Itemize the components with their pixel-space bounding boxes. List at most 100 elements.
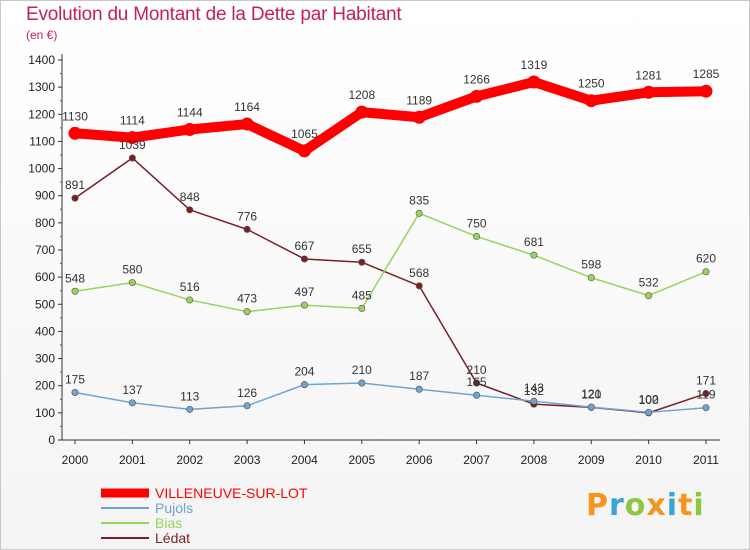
data-point <box>125 131 139 145</box>
data-label: 598 <box>581 258 601 272</box>
legend-label-0: VILLENEUVE-SUR-LOT <box>155 485 308 501</box>
data-label: 204 <box>294 365 314 379</box>
data-label: 120 <box>581 387 601 401</box>
data-point <box>358 304 366 312</box>
data-label: 1319 <box>521 58 548 72</box>
x-tick-label: 2006 <box>406 453 433 467</box>
data-point <box>415 282 423 290</box>
data-label: 132 <box>524 384 544 398</box>
data-point <box>587 403 595 411</box>
data-label: 1164 <box>234 100 260 114</box>
data-label: 1208 <box>348 88 375 102</box>
y-tick-label: 1100 <box>29 134 55 148</box>
data-label: 187 <box>409 369 429 383</box>
data-label: 891 <box>65 178 85 192</box>
y-tick-label: 0 <box>48 433 55 447</box>
legend-label-2: Bias <box>155 515 182 531</box>
data-label: 1285 <box>693 67 720 81</box>
data-label: 485 <box>352 288 372 302</box>
y-tick-label: 800 <box>35 216 55 230</box>
data-point <box>530 397 538 405</box>
y-tick-label: 600 <box>35 270 55 284</box>
data-label: 835 <box>409 193 429 207</box>
data-point <box>702 268 710 276</box>
x-tick-label: 2005 <box>348 453 375 467</box>
data-label: 750 <box>467 216 487 230</box>
data-point <box>186 206 194 214</box>
data-label: 1039 <box>119 138 146 152</box>
data-point <box>300 255 308 263</box>
chart-subtitle: (en €) <box>26 28 58 42</box>
y-tick-label: 500 <box>35 297 55 311</box>
data-point <box>699 84 713 98</box>
data-point <box>412 110 426 124</box>
series-layer <box>68 75 713 417</box>
data-point <box>300 381 308 389</box>
data-point <box>645 292 653 300</box>
data-point <box>128 154 136 162</box>
data-label: 548 <box>65 271 85 285</box>
data-point <box>530 251 538 259</box>
data-point <box>71 194 79 202</box>
data-label: 121 <box>581 387 601 401</box>
x-tick-label: 2011 <box>693 453 719 467</box>
data-label: 580 <box>122 263 142 277</box>
axes: 0 100 200 300 400 500 600 700 800 900 1000 1100 1200… <box>28 53 720 467</box>
data-label: 1065 <box>291 127 318 141</box>
data-label: 1281 <box>635 68 662 82</box>
logo-letter: i <box>693 488 705 523</box>
logo-letter: o <box>624 488 647 523</box>
data-point <box>243 402 251 410</box>
data-point <box>240 117 254 131</box>
data-label: 667 <box>294 239 314 253</box>
data-label: 1130 <box>62 109 88 123</box>
data-label: 100 <box>639 393 659 407</box>
data-label: 113 <box>180 389 199 403</box>
data-label: 126 <box>237 386 257 400</box>
x-tick-label: 2007 <box>463 453 490 467</box>
data-point <box>587 274 595 282</box>
data-label: 1114 <box>120 114 145 128</box>
data-point <box>297 144 311 158</box>
data-label: 655 <box>352 242 372 256</box>
data-label: 1189 <box>406 93 432 107</box>
data-point <box>355 105 369 119</box>
y-tick-label: 100 <box>35 406 55 420</box>
data-point <box>584 94 598 108</box>
y-tick-label: 900 <box>35 189 55 203</box>
data-label: 102 <box>639 392 659 406</box>
data-point <box>71 287 79 295</box>
data-label: 681 <box>524 235 544 249</box>
y-tick-label: 200 <box>35 379 55 393</box>
data-label: 473 <box>237 292 257 306</box>
data-point <box>642 85 656 99</box>
data-point <box>527 75 541 89</box>
legend-label-1: Pujols <box>155 500 193 516</box>
y-tick-label: 1200 <box>28 107 55 121</box>
x-tick-label: 2003 <box>234 453 261 467</box>
logo-letter: i <box>666 488 679 523</box>
data-label: 532 <box>639 276 659 290</box>
data-point <box>473 232 481 240</box>
x-tick-label: 2009 <box>578 453 605 467</box>
data-point <box>183 122 197 136</box>
data-label: 1144 <box>177 105 203 119</box>
data-point <box>300 301 308 309</box>
series-line-1 <box>74 382 707 414</box>
data-point <box>473 391 481 399</box>
data-point <box>68 126 82 140</box>
data-point <box>243 225 251 233</box>
data-point <box>243 308 251 316</box>
data-label: 143 <box>524 381 544 395</box>
data-point <box>702 390 710 398</box>
data-label: 1250 <box>578 77 605 91</box>
x-tick-label: 2002 <box>176 453 203 467</box>
data-labels-layer: 891 1039 848 776 667 655 568 210 132 120 100 171 548… <box>62 58 720 407</box>
series-line-0 <box>70 76 711 156</box>
data-label: 119 <box>696 388 715 402</box>
x-tick-label: 2004 <box>291 453 318 467</box>
data-label: 165 <box>467 375 487 389</box>
proxiti-logo: Proxiti <box>586 488 705 523</box>
